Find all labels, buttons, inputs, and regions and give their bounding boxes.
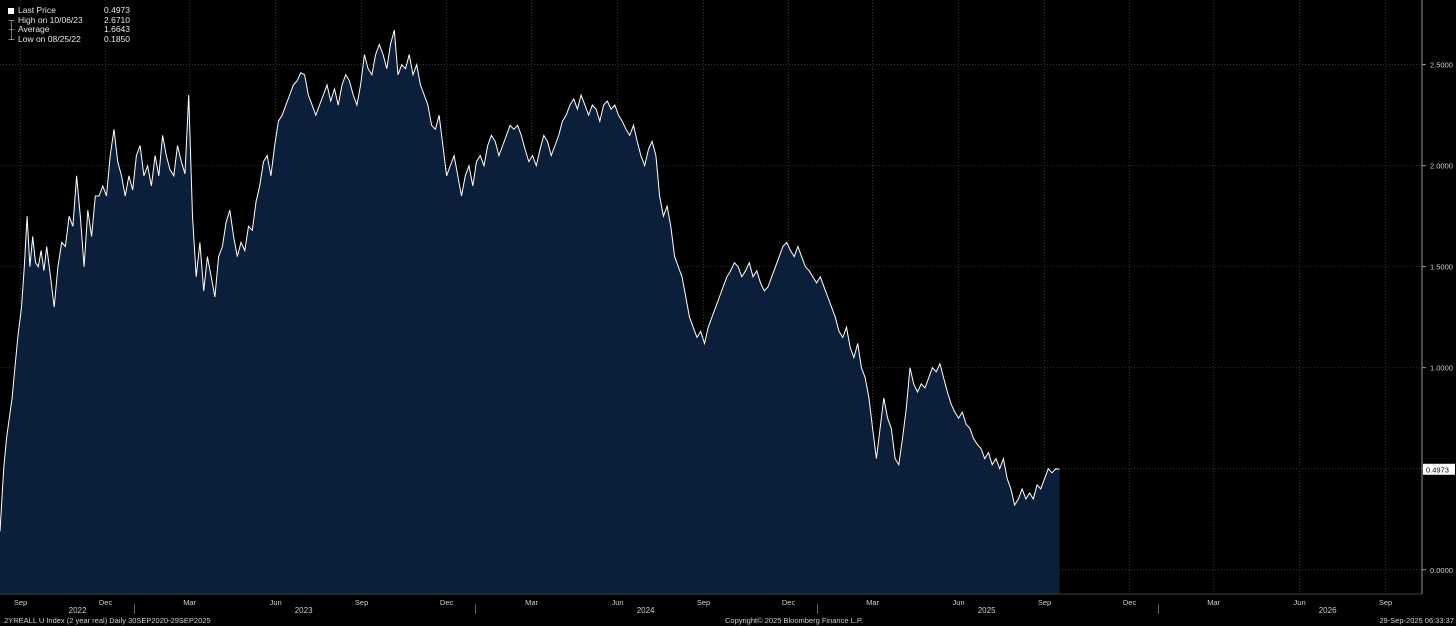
- footer-copyright: Copyright© 2025 Bloomberg Finance L.P.: [725, 616, 863, 625]
- footer-security-description: .2YREALL U Index (2 year real) Daily 30S…: [2, 616, 211, 625]
- footer-timestamp: 29-Sep-2025 06:33:37: [1379, 616, 1454, 625]
- x-tick-label: Dec: [440, 598, 454, 607]
- square-icon: [8, 7, 14, 14]
- x-tick-label: Dec: [782, 598, 796, 607]
- y-tick-label: 2.0000: [1430, 162, 1453, 171]
- legend-label: Average: [18, 24, 50, 34]
- legend-value: 2.6710: [104, 14, 130, 25]
- legend-item-average: ┼ Average 1.6643: [7, 24, 130, 35]
- x-tick-label: Sep: [14, 598, 27, 607]
- x-tick-label: Mar: [866, 598, 879, 607]
- legend-item-last-price: Last Price 0.4973: [7, 5, 130, 16]
- series-area-fill: [0, 30, 1060, 595]
- x-tick-label: Sep: [1038, 598, 1051, 607]
- y-tick-label: 2.5000: [1430, 61, 1453, 70]
- high-marker-icon: ┬: [8, 15, 15, 25]
- year-label: 2026: [1319, 606, 1337, 615]
- low-marker-icon: ┴: [8, 34, 15, 44]
- y-tick-label: 0.0000: [1430, 566, 1453, 575]
- last-price-tag: 0.4973: [1423, 463, 1455, 475]
- legend-label: Last Price: [18, 5, 56, 15]
- x-tick-label: Mar: [1207, 598, 1220, 607]
- legend-item-low: ┴ Low on 08/25/22 0.1850: [7, 33, 130, 45]
- x-tick-label: Jun: [953, 598, 965, 607]
- last-price-tag-label: 0.4973: [1426, 465, 1449, 474]
- legend-value: 0.4973: [104, 5, 130, 15]
- year-label: 2025: [978, 606, 996, 615]
- year-label: 2024: [637, 606, 655, 615]
- year-label: 2023: [295, 606, 313, 615]
- x-tick-label: Jun: [612, 598, 624, 607]
- legend-value: 0.1850: [104, 33, 130, 44]
- x-tick-label: Jun: [270, 598, 282, 607]
- average-marker-icon: ┼: [8, 25, 15, 34]
- x-tick-label: Jun: [1294, 598, 1306, 607]
- x-tick-label: Sep: [355, 598, 368, 607]
- year-label: 2022: [69, 606, 87, 615]
- legend-item-high: ┬ High on 10/06/23 2.6710: [7, 14, 130, 26]
- x-tick-label: Mar: [525, 598, 538, 607]
- x-tick-label: Sep: [1379, 598, 1392, 607]
- x-tick-label: Dec: [99, 598, 113, 607]
- legend-value: 1.6643: [104, 24, 130, 34]
- last-price-tag-background: [1423, 463, 1455, 475]
- y-tick-label: 1.5000: [1430, 263, 1453, 272]
- legend-label: Low on 08/25/22: [18, 33, 81, 44]
- chart-legend: Last Price 0.4973 ┬ High on 10/06/23 2.6…: [3, 4, 134, 46]
- legend-label: High on 10/06/23: [18, 14, 83, 25]
- y-tick-label: 1.0000: [1430, 364, 1453, 373]
- series-line: [0, 29, 1060, 532]
- x-tick-label: Sep: [697, 598, 710, 607]
- x-tick-label: Mar: [183, 598, 196, 607]
- x-tick-label: Dec: [1123, 598, 1137, 607]
